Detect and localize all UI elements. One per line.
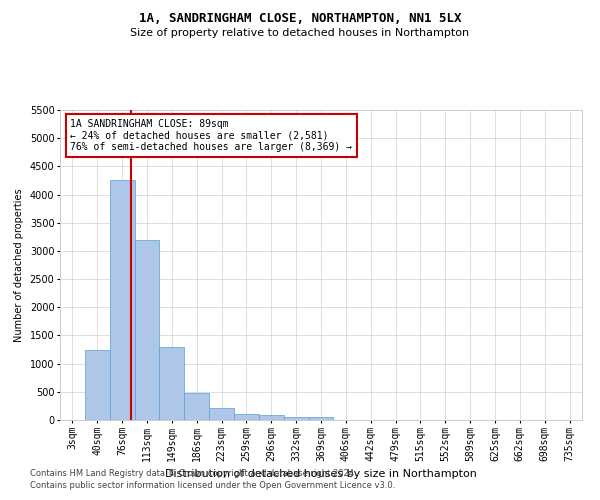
Text: Contains HM Land Registry data © Crown copyright and database right 2024.: Contains HM Land Registry data © Crown c…	[30, 468, 356, 477]
Text: Contains public sector information licensed under the Open Government Licence v3: Contains public sector information licen…	[30, 481, 395, 490]
Bar	[134, 240, 160, 420]
Bar	[308, 417, 334, 420]
Text: 1A, SANDRINGHAM CLOSE, NORTHAMPTON, NN1 5LX: 1A, SANDRINGHAM CLOSE, NORTHAMPTON, NN1 …	[139, 12, 461, 26]
Bar	[234, 414, 259, 420]
X-axis label: Distribution of detached houses by size in Northampton: Distribution of detached houses by size …	[165, 469, 477, 479]
Bar	[85, 350, 110, 420]
Y-axis label: Number of detached properties: Number of detached properties	[14, 188, 24, 342]
Bar	[209, 408, 234, 420]
Bar	[110, 180, 134, 420]
Bar	[259, 416, 284, 420]
Bar	[284, 417, 308, 420]
Text: Size of property relative to detached houses in Northampton: Size of property relative to detached ho…	[130, 28, 470, 38]
Text: 1A SANDRINGHAM CLOSE: 89sqm
← 24% of detached houses are smaller (2,581)
76% of : 1A SANDRINGHAM CLOSE: 89sqm ← 24% of det…	[70, 120, 352, 152]
Bar	[184, 393, 209, 420]
Bar	[160, 346, 184, 420]
